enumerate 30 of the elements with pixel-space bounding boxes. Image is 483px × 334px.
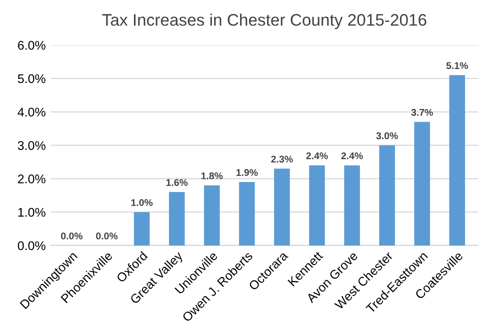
data-label: 3.7% (411, 108, 433, 116)
chart-title: Tax Increases in Chester County 2015-2016 (102, 14, 426, 30)
y-tick-label: 6.0% (18, 40, 46, 50)
data-label: 2.4% (341, 152, 363, 160)
bar (239, 182, 255, 246)
bar (168, 192, 185, 246)
bar (134, 212, 150, 246)
bar (274, 168, 290, 246)
data-label: 0.0% (61, 232, 83, 240)
bar (344, 165, 360, 246)
y-tick-label: 0.0% (18, 241, 46, 250)
data-label: 0.0% (96, 232, 118, 240)
data-label: 5.1% (446, 62, 468, 70)
bar (449, 75, 466, 246)
y-tick-label: 2.0% (18, 174, 46, 184)
bar (414, 122, 430, 246)
data-label: 3.0% (376, 132, 398, 140)
data-label: 1.8% (201, 172, 223, 180)
data-label: 1.9% (236, 169, 258, 176)
data-label: 2.3% (271, 156, 293, 163)
data-label: 2.4% (306, 152, 328, 160)
data-label: 1.0% (131, 199, 153, 206)
bar (204, 185, 220, 246)
y-tick-label: 1.0% (18, 208, 46, 217)
y-tick-label: 4.0% (18, 108, 46, 117)
y-tick-label: 5.0% (18, 74, 46, 84)
data-label: 1.6% (166, 179, 188, 186)
bar (309, 165, 325, 246)
bar (379, 145, 395, 246)
y-tick-label: 3.0% (18, 141, 46, 150)
